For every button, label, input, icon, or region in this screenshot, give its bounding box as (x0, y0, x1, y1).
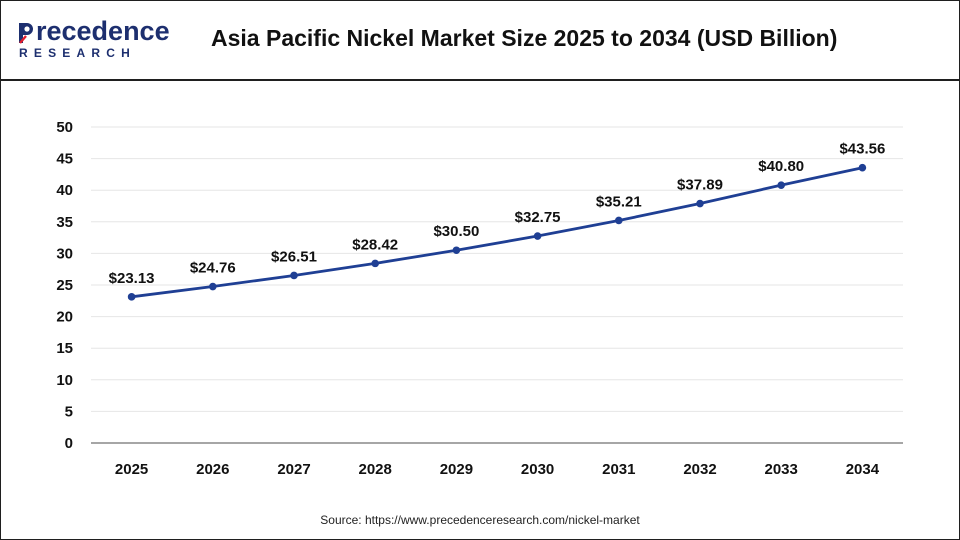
data-label-layer: $23.13 $24.76 $26.51 $28.42 $30.50 $32.75 $35.… (109, 141, 886, 287)
y-tick-label: 30 (56, 245, 73, 262)
grid-layer (91, 126, 903, 412)
data-label: $30.50 (433, 223, 479, 240)
data-label: $32.75 (515, 209, 561, 226)
data-label: $43.56 (839, 141, 885, 158)
x-tick-label: 2026 (196, 461, 229, 478)
data-point (290, 271, 298, 280)
brand-logo: recedence RESEARCH (17, 15, 170, 67)
y-tick-label: 40 (56, 182, 73, 199)
data-label: $40.80 (758, 158, 804, 175)
y-tick-label: 35 (56, 214, 73, 231)
x-tick-label: 2032 (683, 461, 716, 478)
x-tick-label: 2031 (602, 461, 635, 478)
data-point (777, 181, 785, 189)
logo-subtitle: RESEARCH (19, 46, 136, 60)
y-tick-label: 50 (56, 119, 73, 136)
x-tick-label: 2028 (359, 461, 392, 478)
data-label: $23.13 (109, 270, 155, 287)
y-tick-label: 10 (56, 372, 73, 389)
data-label: $28.42 (352, 236, 398, 253)
data-label: $35.21 (596, 193, 642, 210)
data-point (858, 163, 867, 172)
data-point (127, 293, 136, 301)
data-label: $26.51 (271, 248, 317, 265)
data-point (209, 282, 217, 291)
x-tick-label: 2029 (440, 461, 473, 478)
data-point (371, 259, 380, 268)
x-tick-label: 2030 (521, 461, 554, 478)
chart-title: Asia Pacific Nickel Market Size 2025 to … (211, 25, 838, 51)
y-tick-label: 45 (56, 151, 73, 168)
data-point (452, 246, 461, 255)
data-point (615, 216, 623, 225)
y-tick-label: 5 (65, 403, 73, 420)
x-tick-label: 2034 (846, 461, 880, 478)
x-tick-label: 2033 (765, 461, 798, 478)
data-label: $37.89 (677, 177, 723, 194)
series-layer (127, 163, 867, 301)
logo-wordmark: recedence (36, 16, 170, 46)
logo-p-icon (19, 22, 33, 44)
data-label: $24.76 (190, 260, 236, 277)
y-tick-label: 25 (56, 277, 73, 294)
data-point (533, 232, 542, 240)
series-line (130, 166, 864, 299)
x-tick-label: 2025 (115, 461, 148, 478)
header-bar: recedence RESEARCH Asia Pacific Nickel M… (1, 1, 959, 81)
source-note: Source: https://www.precedenceresearch.c… (320, 513, 640, 527)
y-tick-label: 15 (56, 340, 73, 357)
y-tick-label: 20 (56, 309, 73, 326)
x-tick-label: 2027 (277, 461, 310, 478)
data-point (696, 199, 704, 208)
y-tick-label: 0 (65, 435, 73, 452)
